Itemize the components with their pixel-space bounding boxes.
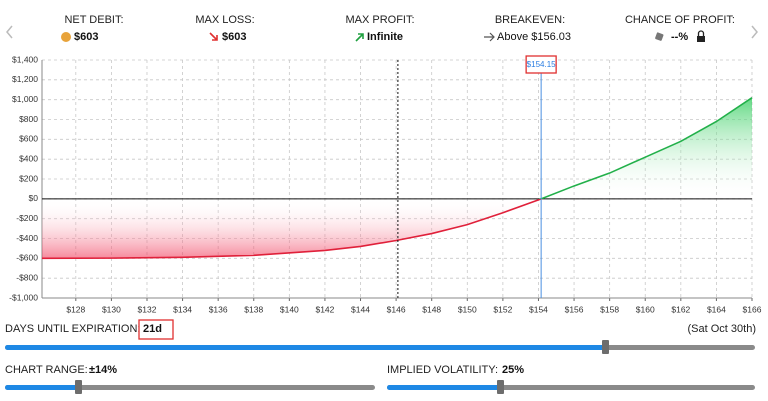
x-tick-label: $162	[671, 304, 690, 314]
y-tick-label: -$400	[16, 233, 38, 243]
x-tick-label: $164	[707, 304, 726, 314]
y-tick-label: -$800	[16, 272, 38, 282]
stat-label: MAX PROFIT:	[345, 14, 414, 26]
x-tick-label: $158	[600, 304, 619, 314]
control-value: ±14%	[89, 364, 117, 376]
y-tick-label: -$600	[16, 253, 38, 263]
y-tick-label: $0	[29, 193, 39, 203]
stat-label: BREAKEVEN:	[495, 14, 565, 26]
x-tick-label: $152	[493, 304, 512, 314]
x-tick-label: $160	[636, 304, 655, 314]
x-tick-label: $128	[66, 304, 85, 314]
pl-line	[41, 97, 753, 260]
range-slider-thumb[interactable]	[75, 380, 82, 394]
x-tick-label: $136	[209, 304, 228, 314]
y-tick-label: $600	[19, 134, 38, 144]
x-tick-label: $156	[565, 304, 584, 314]
y-tick-label: $200	[19, 173, 38, 183]
stat-label: CHANCE OF PROFIT:	[625, 14, 735, 26]
x-tick-label: $132	[138, 304, 157, 314]
next-arrow[interactable]	[751, 25, 758, 39]
control-value: 25%	[502, 364, 524, 376]
stat-label: NET DEBIT:	[64, 14, 123, 26]
stat-value: $603	[74, 31, 98, 43]
control-value: 21d	[143, 323, 162, 335]
right-arrow-icon	[484, 32, 495, 42]
x-tick-label: $150	[458, 304, 477, 314]
y-tick-label: -$200	[16, 213, 38, 223]
stat-value: Infinite	[367, 31, 403, 43]
lock-icon	[697, 36, 705, 42]
price-marker-label: $154.15	[527, 60, 556, 69]
chart: -$1,000 -$800 -$600 -$400 -$200 $0 $200 $400 $60…	[9, 54, 762, 314]
stat-value: Above $156.03	[497, 31, 571, 43]
x-tick-label: $146	[387, 304, 406, 314]
controls: DAYS UNTIL EXPIRATION: 21d (Sat Oct 30th…	[5, 319, 756, 394]
control-label: IMPLIED VOLATILITY:	[387, 364, 498, 376]
y-tick-label: $800	[19, 114, 38, 124]
x-tick-label: $148	[422, 304, 441, 314]
slider-fill	[5, 385, 78, 390]
control-label: CHART RANGE:	[5, 364, 88, 376]
x-tick-label: $130	[102, 304, 121, 314]
down-arrow-icon	[209, 32, 218, 41]
stat-label: MAX LOSS:	[195, 14, 254, 26]
y-tick-label: $1,000	[12, 94, 38, 104]
coin-icon	[61, 32, 71, 42]
stat-value: $603	[222, 31, 246, 43]
pl-area	[42, 97, 752, 259]
up-arrow-icon	[355, 33, 364, 42]
dice-icon	[655, 32, 664, 41]
x-tick-label: $140	[280, 304, 299, 314]
x-tick-label: $166	[743, 304, 762, 314]
lock-icon	[697, 30, 705, 36]
slider-fill	[387, 385, 500, 390]
y-tick-label: $400	[19, 153, 38, 163]
x-tick-label: $142	[315, 304, 334, 314]
stats: NET DEBIT: $603 MAX LOSS: $603 MAX PROFI…	[61, 14, 735, 43]
x-tick-label: $144	[351, 304, 370, 314]
control-label: DAYS UNTIL EXPIRATION:	[5, 323, 141, 335]
highlight-box	[525, 55, 557, 74]
x-tick-label: $138	[244, 304, 263, 314]
stat-value: --%	[671, 31, 688, 43]
x-tick-label: $134	[173, 304, 192, 314]
x-tick-label: $154	[529, 304, 548, 314]
days-slider-thumb[interactable]	[602, 340, 609, 354]
prev-arrow[interactable]	[6, 25, 13, 39]
y-tick-label: $1,200	[12, 74, 38, 84]
expiration-date: (Sat Oct 30th)	[688, 323, 756, 335]
stat-value: Above $156.03	[497, 31, 571, 43]
highlight-box	[138, 319, 174, 340]
y-tick-label: $1,400	[12, 54, 38, 64]
slider-track	[5, 385, 375, 390]
slider-fill	[5, 345, 605, 350]
iv-slider-thumb[interactable]	[497, 380, 504, 394]
y-tick-label: -$1,000	[9, 292, 38, 302]
